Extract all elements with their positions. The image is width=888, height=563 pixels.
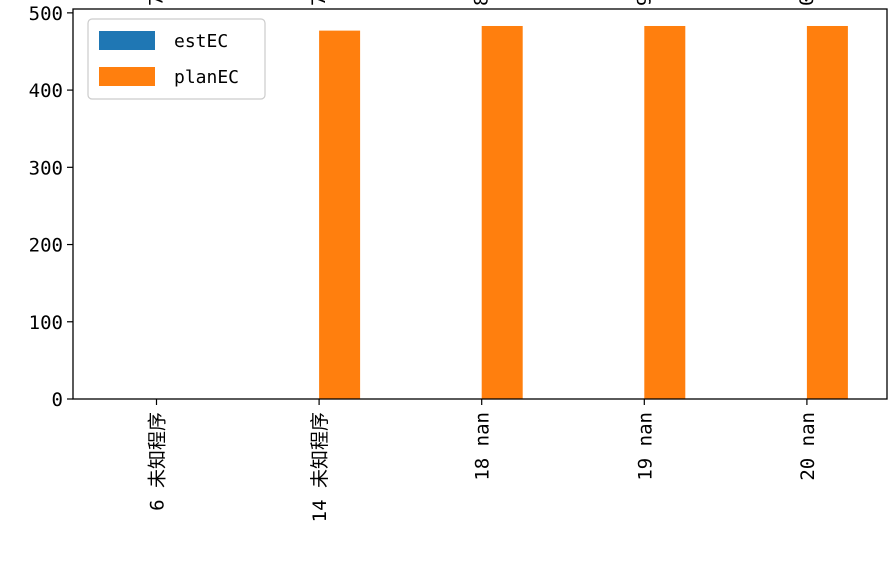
y-tick-label: 400 xyxy=(29,80,63,102)
bar-planEC-4 xyxy=(806,25,848,400)
top-tick-glyph: 8 xyxy=(471,0,493,6)
bars-layer xyxy=(319,25,848,400)
x-tick-label: 6 未知程序 xyxy=(147,412,169,511)
axes-layer xyxy=(72,8,888,400)
y-tick-label: 0 xyxy=(52,389,63,411)
legend-label-estEC: estEC xyxy=(174,31,228,52)
top-tick-glyph: 9 xyxy=(633,0,655,6)
legend: estEC planEC xyxy=(87,18,266,100)
y-tick-label: 500 xyxy=(29,3,63,25)
x-tick-label: 19 nan xyxy=(634,412,656,481)
top-tick-glyph: 7 xyxy=(146,0,168,6)
legend-swatch-planEC xyxy=(99,67,155,86)
top-tick-glyph: 0 xyxy=(796,0,818,6)
y-tick-label: 100 xyxy=(29,312,63,334)
legend-swatch-estEC xyxy=(99,31,155,50)
bar-planEC-1 xyxy=(319,30,361,400)
x-tick-label: 18 nan xyxy=(472,412,494,481)
y-tick-label: 300 xyxy=(29,157,63,179)
bar-planEC-2 xyxy=(481,25,523,400)
ticks-layer: 0 100 200 300 400 500 6 未知程序 14 未知程序 18 nan 19 na… xyxy=(29,3,819,522)
top-tick-glyph: 7 xyxy=(308,0,330,6)
bar-planEC-3 xyxy=(644,25,686,400)
x-tick-label: 20 nan xyxy=(797,412,819,481)
top-tick-glyphs: 7 7 8 9 0 xyxy=(146,0,818,6)
y-tick-label: 200 xyxy=(29,235,63,257)
axes-frame xyxy=(72,8,888,400)
x-tick-label: 14 未知程序 xyxy=(309,412,331,522)
legend-label-planEC: planEC xyxy=(174,67,239,88)
